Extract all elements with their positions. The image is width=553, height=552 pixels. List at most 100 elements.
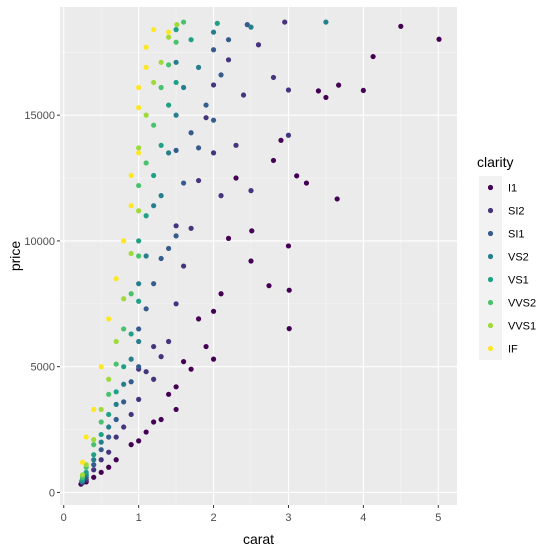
data-point-if <box>136 84 142 91</box>
data-point-vs2 <box>248 24 254 30</box>
data-point-vs1 <box>98 431 104 438</box>
data-point-i1 <box>398 23 404 29</box>
data-point-vs2 <box>210 29 217 35</box>
data-point-i1 <box>303 180 310 186</box>
data-point-si1 <box>128 379 134 385</box>
data-point-vs1 <box>158 142 164 148</box>
data-point-vs2 <box>121 381 127 387</box>
data-point-vs1 <box>151 172 157 179</box>
data-point-si2 <box>248 188 254 194</box>
legend-marker-vvs1 <box>487 322 494 329</box>
data-point-vs2 <box>136 281 142 287</box>
data-point-i1 <box>370 53 376 60</box>
data-point-vs2 <box>128 356 134 362</box>
data-point-if <box>143 44 149 50</box>
data-point-vvs1 <box>143 112 149 118</box>
data-point-si1 <box>173 147 179 153</box>
legend-marker-si1 <box>487 230 494 237</box>
data-point-vs2 <box>136 338 142 345</box>
data-point-si2 <box>166 338 172 345</box>
data-point-if <box>151 27 157 33</box>
data-point-si2 <box>98 457 104 463</box>
data-point-vvs2 <box>98 419 104 425</box>
data-point-si2 <box>128 411 134 418</box>
data-point-i1 <box>218 291 224 297</box>
data-point-vvs2 <box>128 291 134 297</box>
data-point-vvs1 <box>113 338 119 345</box>
data-point-si2 <box>233 142 239 148</box>
data-point-vvs2 <box>158 84 164 91</box>
data-point-i1 <box>113 457 119 463</box>
data-point-vvs1 <box>106 376 112 382</box>
data-point-si1 <box>203 102 209 108</box>
data-point-vvs1 <box>166 34 172 40</box>
data-point-si2 <box>143 369 149 375</box>
data-point-i1 <box>270 157 277 164</box>
legend-title: clarity <box>477 154 514 170</box>
data-point-vvs1 <box>151 79 157 86</box>
data-point-si2 <box>151 376 157 382</box>
data-point-i1 <box>294 173 300 179</box>
data-point-vvs1 <box>158 59 164 65</box>
data-point-vs2 <box>173 59 179 65</box>
data-point-i1 <box>210 308 217 314</box>
data-point-i1 <box>151 419 157 425</box>
data-point-vs2 <box>143 253 149 259</box>
data-point-si1 <box>113 416 119 423</box>
data-point-vs2 <box>106 424 112 430</box>
data-point-si2 <box>188 225 194 231</box>
data-point-si2 <box>195 177 202 184</box>
data-point-si1 <box>244 22 250 28</box>
data-point-if <box>91 406 97 413</box>
data-point-i1 <box>248 258 254 264</box>
data-point-si2 <box>210 150 217 156</box>
data-point-vvs2 <box>113 361 119 367</box>
data-point-i1 <box>166 391 172 397</box>
data-point-vvs2 <box>166 62 172 68</box>
data-point-vvs1 <box>91 437 97 443</box>
data-point-vs2 <box>151 203 157 209</box>
data-point-si2 <box>121 424 127 430</box>
data-point-i1 <box>233 175 239 181</box>
y-tick-label: 5000 <box>31 362 55 374</box>
data-point-si2 <box>270 74 277 81</box>
data-point-i1 <box>315 88 322 94</box>
data-point-vvs2 <box>143 160 149 166</box>
data-point-vs1 <box>136 298 142 304</box>
data-point-si1 <box>218 72 224 78</box>
data-point-si1 <box>210 117 217 123</box>
data-point-i1 <box>278 137 284 143</box>
legend-marker-vvs2 <box>487 299 494 306</box>
data-point-vvs2 <box>136 182 142 189</box>
data-point-si2 <box>106 449 112 455</box>
data-point-i1 <box>336 82 342 88</box>
data-point-i1 <box>91 474 97 480</box>
data-point-vs1 <box>136 238 142 244</box>
legend-label-si2: SI2 <box>508 206 525 218</box>
data-point-si2 <box>173 301 179 307</box>
data-point-i1 <box>173 384 179 390</box>
data-point-vvs1 <box>83 462 89 468</box>
x-tick-label: 0 <box>61 512 67 524</box>
data-point-vs2 <box>180 84 187 91</box>
data-point-vs2 <box>158 193 164 199</box>
data-point-vs1 <box>188 37 194 43</box>
data-point-i1 <box>173 406 179 413</box>
data-point-if <box>98 364 104 370</box>
data-point-if <box>79 459 86 465</box>
data-point-i1 <box>188 366 194 372</box>
data-point-vs2 <box>166 150 172 156</box>
data-point-vvs2 <box>180 19 187 25</box>
data-point-vs2 <box>91 457 97 463</box>
y-tick-label: 0 <box>49 487 55 499</box>
data-point-si1 <box>136 326 142 332</box>
data-point-i1 <box>180 359 187 365</box>
data-point-i1 <box>136 438 142 444</box>
x-tick-label: 3 <box>285 512 291 524</box>
data-point-si1 <box>173 233 179 239</box>
x-tick-label: 5 <box>435 512 441 524</box>
data-point-i1 <box>249 228 255 234</box>
data-point-si2 <box>203 115 209 121</box>
x-tick-label: 4 <box>360 512 366 524</box>
